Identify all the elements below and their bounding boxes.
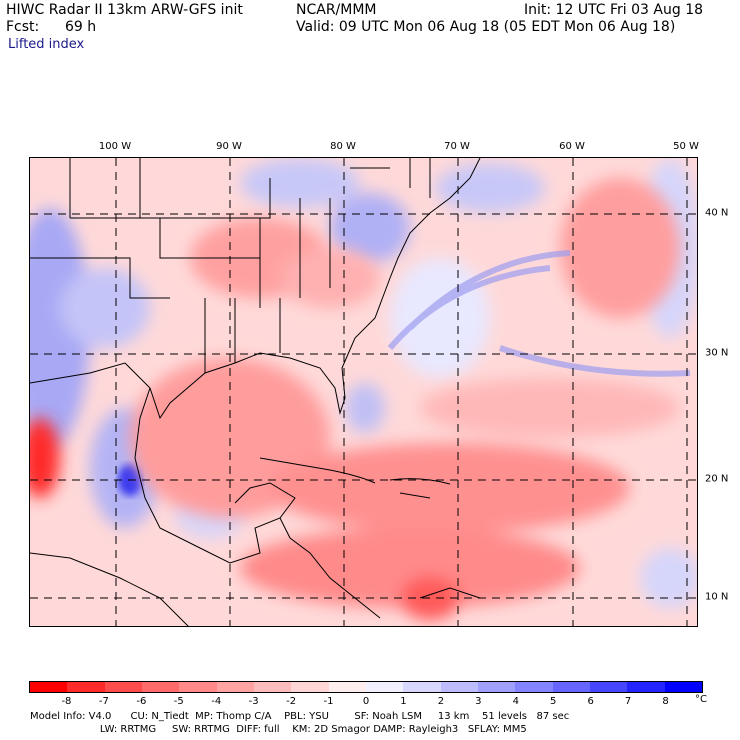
lat-label-30n: 30 N [705, 347, 729, 359]
lon-label-60w: 60 W [559, 141, 585, 152]
colorbar-cell [291, 682, 329, 692]
lat-label-40n: 40 N [705, 207, 729, 219]
colorbar-label: -8 [61, 696, 72, 707]
colorbar-cell [627, 682, 665, 692]
colorbar-label: -2 [286, 696, 297, 707]
colorbar-cell [104, 682, 142, 692]
lon-label-80w: 80 W [330, 141, 356, 152]
valid-time: Valid: 09 UTC Mon 06 Aug 18 (05 EDT Mon … [296, 19, 676, 35]
colorbar-label: -5 [173, 696, 184, 707]
field-name: Lifted index [8, 37, 85, 52]
forecast-label: Fcst: [6, 19, 40, 35]
lon-label-50w: 50 W [673, 141, 699, 152]
colorbar-label: 4 [512, 696, 519, 707]
colorbar-label: 5 [550, 696, 557, 707]
lon-label-100w: 100 W [98, 141, 132, 152]
org-label: NCAR/MMM [296, 2, 377, 18]
colorbar-cell [67, 682, 105, 692]
lat-label-10n: 10 N [705, 591, 729, 603]
colorbar-cell [552, 682, 590, 692]
colorbar-label: -1 [323, 696, 334, 707]
colorbar-cell [216, 682, 254, 692]
colorbar-cell [253, 682, 292, 692]
colorbar-cell [328, 682, 366, 692]
lat-label-20n: 20 N [705, 473, 729, 485]
colorbar-cell [440, 682, 478, 692]
colorbar-label: -3 [248, 696, 259, 707]
model-title: HIWC Radar II 13km ARW-GFS init [6, 2, 243, 18]
lon-label-70w: 70 W [444, 141, 470, 152]
model-info-line2: LW: RRTMG SW: RRTMG DIFF: full KM: 2D Sm… [30, 724, 527, 735]
colorbar-label: -7 [98, 696, 109, 707]
init-time: Init: 12 UTC Fri 03 Aug 18 [524, 2, 704, 18]
colorbar-label: 6 [587, 696, 594, 707]
colorbar-unit: °C [695, 694, 707, 705]
colorbar-label: 1 [400, 696, 407, 707]
colorbar-cell [141, 682, 180, 692]
lon-label-90w: 90 W [216, 141, 242, 152]
colorbar-label: 2 [437, 696, 445, 707]
colorbar-cell [477, 682, 516, 692]
colorbar-label: 0 [362, 696, 370, 707]
colorbar-cell [30, 682, 68, 692]
colorbar-label: 8 [662, 696, 669, 707]
colorbar-cell [365, 682, 404, 692]
colorbar-cell [515, 682, 553, 692]
colorbar-cell [589, 682, 628, 692]
colorbar-label: 7 [624, 696, 632, 707]
coastlines [30, 158, 481, 626]
weather-map [29, 157, 698, 627]
stable-streaks [387, 250, 691, 377]
model-info-line1: Model Info: V4.0 CU: N_Tiedt MP: Thomp C… [30, 711, 570, 722]
colorbar-cell [179, 682, 217, 692]
colorbar-label: -4 [211, 696, 222, 707]
colorbar-label: 3 [475, 696, 482, 707]
lifted-index-field [30, 158, 697, 626]
colorbar-cell [664, 682, 702, 692]
forecast-hour: 69 h [65, 19, 97, 35]
colorbar-cell [403, 682, 441, 692]
colorbar [29, 681, 703, 693]
colorbar-label: -6 [136, 696, 147, 707]
